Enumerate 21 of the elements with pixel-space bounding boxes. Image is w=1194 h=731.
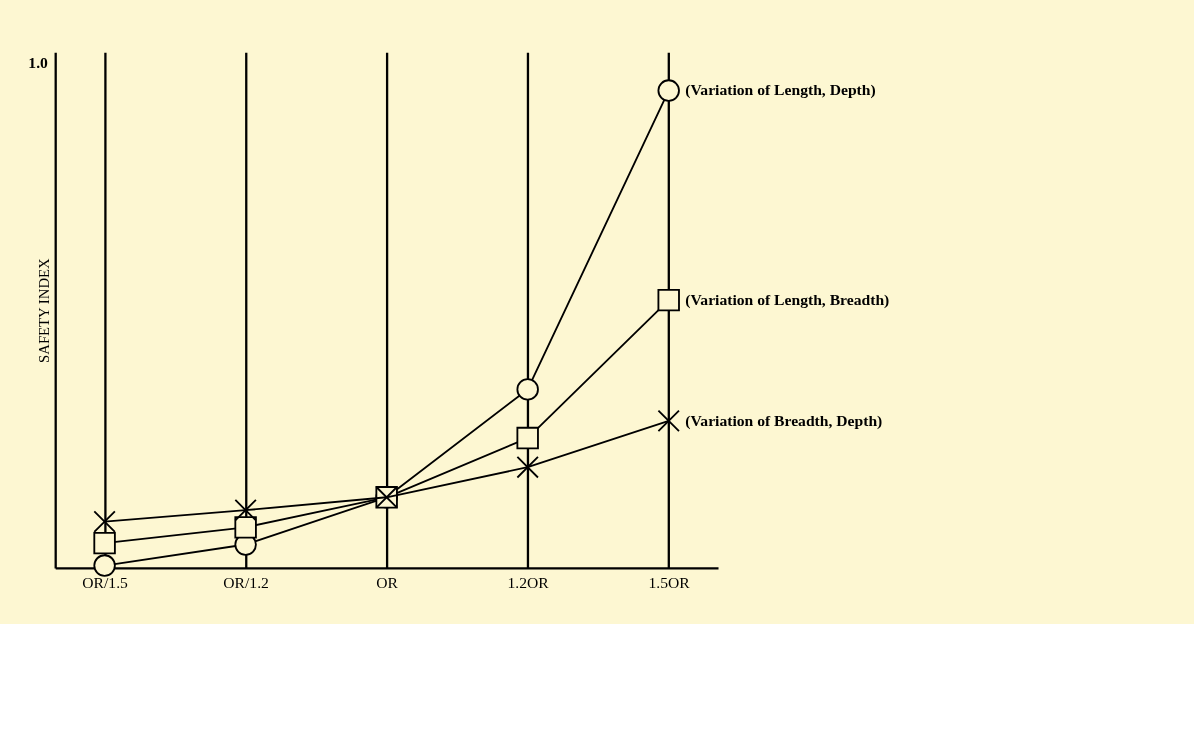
point — [657, 79, 680, 102]
point — [516, 426, 539, 450]
series-label: (Variation of Length, Breadth) — [685, 290, 890, 309]
point — [516, 455, 539, 479]
point — [234, 516, 257, 539]
point — [516, 378, 539, 401]
text: 1.0 — [28, 53, 49, 71]
point — [93, 554, 116, 577]
series-label: (Variation of Breadth, Depth) — [685, 411, 883, 430]
x-tick-label: 1.5OR — [648, 573, 691, 591]
point — [93, 531, 116, 555]
series-label: (Variation of Length, Depth) — [685, 81, 876, 100]
point — [93, 510, 116, 533]
x-tick-label: OR/1.2 — [223, 573, 269, 591]
x-tick-label: OR — [376, 573, 399, 591]
x-tick-label: OR/1.5 — [82, 573, 129, 591]
point — [657, 288, 680, 312]
point — [657, 409, 680, 433]
y-axis-title: SAFETY INDEX — [36, 257, 53, 363]
point — [234, 498, 257, 522]
x-tick-label: 1.2OR — [507, 573, 550, 591]
